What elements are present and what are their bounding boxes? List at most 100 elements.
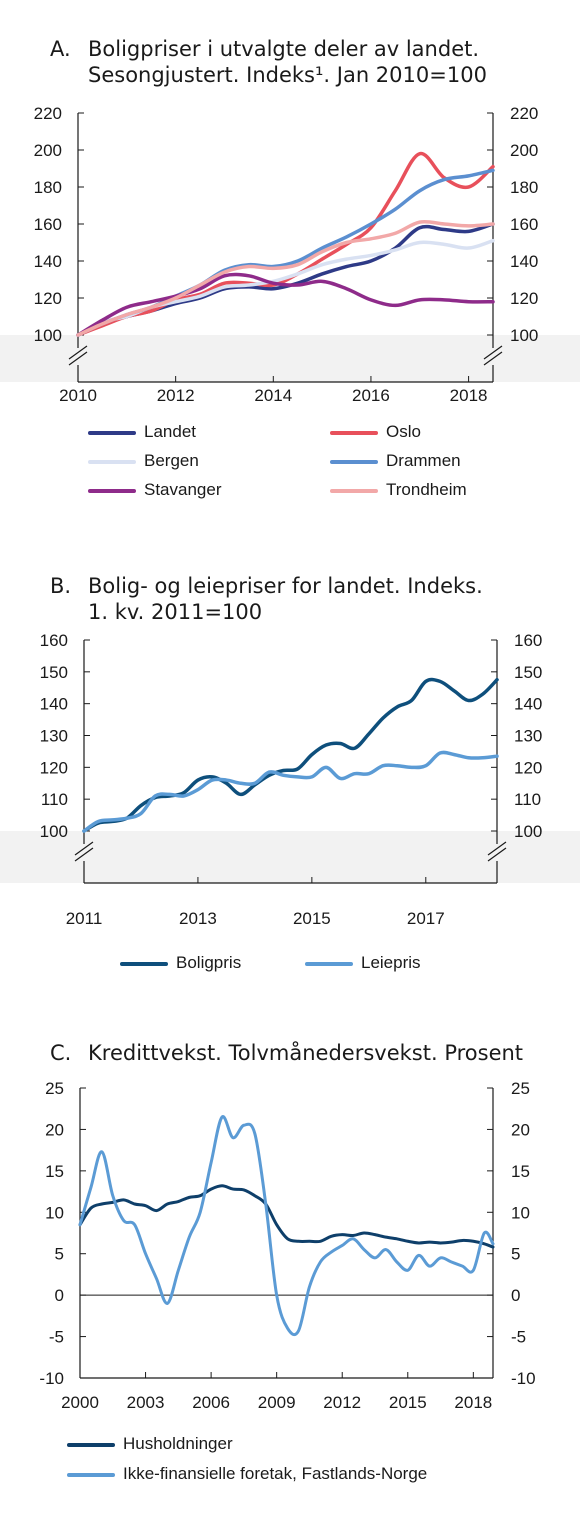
panel-b-x-tick-label: 2011 — [66, 909, 103, 928]
panel-a-label: A. — [50, 37, 71, 61]
panel-b-y-tick-label-left: 110 — [41, 790, 68, 809]
panel-b-series-line-leiepris — [82, 750, 499, 833]
panel-b-x-tick-label: 2013 — [179, 909, 217, 928]
panel-a-y-tick-label-right: 220 — [510, 104, 538, 123]
panel-a: A. Boligpriser i utvalgte deler av lande… — [0, 0, 580, 530]
panel-a-x-tick-label: 2012 — [157, 386, 195, 405]
panel-b-y-tick-label-left: 130 — [40, 727, 68, 746]
panel-c-plot-area — [80, 1088, 493, 1378]
panel-c-y-tick-label-left: 0 — [55, 1286, 64, 1305]
panel-c-x-tick-label: 2012 — [323, 1393, 361, 1412]
panel-a-y-tick-label-left: 220 — [34, 104, 62, 123]
panel-b-y-tick-label-right: 110 — [514, 790, 541, 809]
panel-b-break-mark — [487, 841, 507, 856]
panel-b-legend-swatch — [120, 962, 168, 966]
panel-a-y-tick-label-left: 180 — [34, 178, 62, 197]
panel-a-break-mark — [483, 345, 503, 360]
panel-a-legend-label: Oslo — [386, 422, 421, 441]
panel-a-series-line-oslo — [76, 151, 495, 337]
panel-c-y-tick-label-right: 0 — [511, 1286, 520, 1305]
panel-b-label: B. — [50, 574, 72, 598]
panel-a-chart: 100 100 120 120 140 140 160 160 180 180 200 200 220 2… — [0, 104, 580, 405]
panel-b-x-tick-label: 2015 — [293, 909, 331, 928]
panel-c-y-tick-label-left: -5 — [49, 1328, 64, 1347]
panel-a-y-tick-label-right: 180 — [510, 178, 538, 197]
panel-c-y-tick-label-right: 10 — [511, 1203, 530, 1222]
panel-c-legend-swatch — [67, 1473, 115, 1477]
panel-b-break-mark — [487, 847, 507, 862]
panel-a-legend-label: Drammen — [386, 451, 461, 470]
panel-a-legend-label: Landet — [144, 422, 196, 441]
panel-b-y-tick-label-right: 130 — [514, 727, 542, 746]
panel-b-title-line1: Bolig- og leiepriser for landet. Indeks. — [88, 574, 483, 598]
panel-a-x-tick-label: 2016 — [352, 386, 390, 405]
panel-b-y-tick-label-left: 120 — [40, 758, 68, 777]
panel-a-legend-label: Stavanger — [144, 480, 222, 499]
panel-b-y-tick-label-right: 120 — [514, 758, 542, 777]
panel-c-x-tick-label: 2009 — [258, 1393, 296, 1412]
panel-a-legend-swatch — [88, 431, 136, 435]
panel-c-label: C. — [50, 1041, 72, 1065]
panel-a-y-tick-label-right: 120 — [510, 289, 538, 308]
panel-b-break-mark — [74, 841, 94, 856]
panel-a-y-tick-label-right: 100 — [510, 326, 538, 345]
panel-c-y-tick-label-left: 10 — [45, 1203, 64, 1222]
panel-a-title-line1: Boligpriser i utvalgte deler av landet. — [88, 37, 480, 61]
panel-a-break-mark — [68, 345, 88, 360]
panel-a-break-mark — [483, 351, 503, 366]
panel-a-legend-swatch — [88, 460, 136, 464]
panel-c-x-tick-label: 2006 — [192, 1393, 230, 1412]
panel-c-y-tick-label-left: 25 — [45, 1079, 64, 1098]
panel-a-y-tick-label-right: 200 — [510, 141, 538, 160]
panel-b-chart: 100 100 110 110 120 120 130 130 140 140 150 150 160 1… — [0, 631, 580, 928]
panel-a-x-tick-label: 2018 — [450, 386, 488, 405]
panel-b-y-tick-label-left: 160 — [40, 631, 68, 650]
panel-b-legend-label: Leiepris — [361, 953, 421, 972]
panel-a-y-tick-label-left: 140 — [34, 252, 62, 271]
panel-c-y-tick-label-right: 5 — [511, 1245, 520, 1264]
panel-a-axis-break-band — [0, 335, 580, 382]
panel-c-legend-label: Husholdninger — [123, 1434, 233, 1453]
panel-c-y-tick-label-right: -10 — [511, 1369, 536, 1388]
panel-c-x-tick-label: 2018 — [454, 1393, 492, 1412]
panel-c-y-tick-label-right: -5 — [511, 1328, 526, 1347]
panel-c-legend-swatch — [67, 1443, 115, 1447]
panel-b-y-tick-label-left: 150 — [40, 663, 68, 682]
panel-b-y-tick-label-right: 140 — [514, 695, 542, 714]
panel-a-y-tick-label-left: 200 — [34, 141, 62, 160]
panel-a-legend-swatch — [330, 460, 378, 464]
panel-c-legend-label: Ikke-finansielle foretak, Fastlands-Norg… — [123, 1464, 428, 1483]
panel-c-y-tick-label-left: -10 — [39, 1369, 64, 1388]
panel-a-title-line2: Sesongjustert. Indeks¹. Jan 2010=100 — [88, 63, 487, 87]
panel-a-x-tick-label: 2010 — [59, 386, 97, 405]
panel-c-series-line-ikke-finansielle-foretak-fastlands-norge — [78, 1115, 495, 1337]
panel-a-y-tick-label-right: 160 — [510, 215, 538, 234]
panel-b-break-mark — [74, 847, 94, 862]
panel-a-series-line-stavanger — [76, 272, 495, 337]
panel-a-legend-label: Bergen — [144, 451, 199, 470]
panel-b-legend-label: Boligpris — [176, 953, 242, 972]
panel-b-title-line2: 1. kv. 2011=100 — [88, 600, 263, 624]
panel-c-y-tick-label-right: 25 — [511, 1079, 530, 1098]
panel-b-y-tick-label-right: 150 — [514, 663, 542, 682]
panel-b-axis-break-band — [0, 831, 580, 883]
panel-a-legend-swatch — [330, 489, 378, 493]
panel-c-y-tick-label-left: 5 — [55, 1245, 64, 1264]
panel-c-x-tick-label: 2003 — [127, 1393, 165, 1412]
panel-a-y-tick-label-left: 120 — [34, 289, 62, 308]
panel-a-y-tick-label-left: 160 — [34, 215, 62, 234]
panel-a-series-line-trondheim — [76, 219, 495, 337]
panel-c-x-tick-label: 2000 — [61, 1393, 99, 1412]
panel-a-break-mark — [68, 351, 88, 366]
panel-b-y-tick-label-right: 160 — [514, 631, 542, 650]
panel-a-legend-swatch — [330, 431, 378, 435]
panel-b-y-tick-label-left: 140 — [40, 695, 68, 714]
panel-c-y-tick-label-left: 15 — [45, 1162, 64, 1181]
panel-a-y-tick-label-left: 100 — [34, 326, 62, 345]
panel-a-legend-swatch — [88, 489, 136, 493]
panel-b-x-tick-label: 2017 — [407, 909, 445, 928]
panel-c-y-tick-label-right: 15 — [511, 1162, 530, 1181]
panel-b-y-tick-label-right: 100 — [514, 822, 542, 841]
